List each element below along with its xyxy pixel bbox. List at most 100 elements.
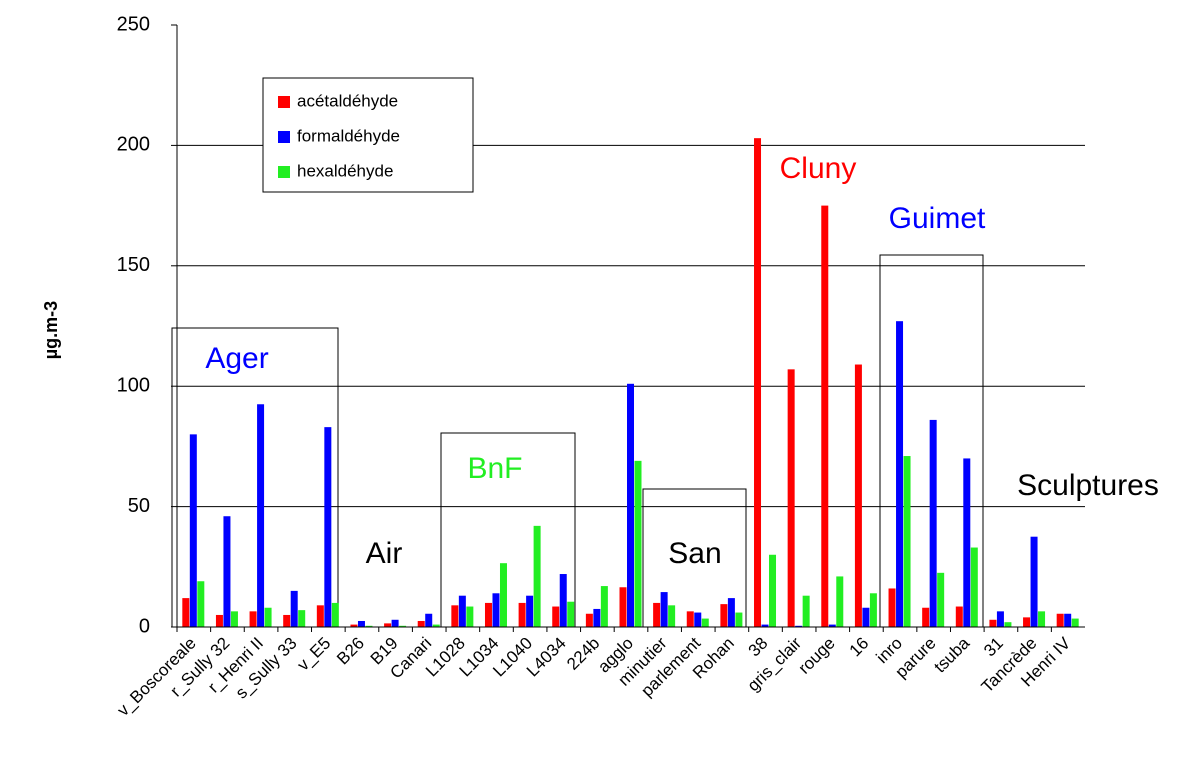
bar (888, 588, 896, 627)
bar (896, 321, 904, 627)
bar (1064, 613, 1072, 627)
bar (727, 598, 735, 627)
bar (970, 547, 978, 627)
bar (754, 138, 762, 627)
bar (828, 624, 836, 627)
bar (686, 611, 694, 627)
bar (854, 364, 862, 627)
bar (634, 460, 642, 627)
legend-box (262, 77, 474, 193)
bar (1023, 617, 1031, 627)
bar (593, 608, 601, 627)
annotation: Guimet (889, 202, 986, 235)
bar (391, 619, 399, 627)
bar (619, 587, 627, 627)
bar (290, 590, 298, 627)
bar (1004, 622, 1012, 627)
bar (518, 602, 526, 627)
legend-swatch (278, 96, 290, 108)
bar (298, 610, 306, 627)
bar (720, 604, 728, 627)
bar (350, 624, 358, 627)
bar (701, 618, 709, 627)
bar (331, 602, 339, 627)
bar (567, 601, 575, 627)
bar (787, 369, 795, 627)
x-tick-label: rouge (795, 634, 839, 678)
bar (197, 581, 205, 627)
y-tick-label: 250 (117, 13, 150, 35)
bar (223, 516, 231, 627)
bar (653, 602, 661, 627)
bar (761, 624, 769, 627)
annotation: Cluny (780, 152, 857, 185)
annotation-bg (1000, 470, 1184, 506)
bar (922, 607, 930, 627)
y-tick-label: 150 (117, 254, 150, 276)
bar (466, 606, 474, 627)
bar (526, 595, 534, 627)
bar (955, 606, 963, 627)
legend-label: hexaldéhyde (297, 161, 393, 180)
y-tick-label: 200 (117, 134, 150, 156)
x-tick-label: 224b (563, 634, 603, 674)
bar (257, 404, 265, 627)
bar (417, 620, 425, 627)
bar (963, 458, 971, 627)
annotation: San (668, 537, 721, 570)
bar (425, 613, 433, 627)
y-tick-label: 50 (128, 495, 150, 517)
bar (316, 605, 324, 627)
bar (264, 607, 272, 627)
y-axis-label: µg.m-3 (41, 301, 61, 359)
bar (559, 574, 567, 627)
y-tick-label: 100 (117, 374, 150, 396)
bar (182, 598, 190, 627)
bar (492, 593, 500, 627)
bar (862, 607, 870, 627)
bar (458, 595, 466, 627)
bar (399, 625, 407, 627)
bar (432, 624, 440, 627)
bar (357, 620, 365, 627)
x-tick-label: B26 (333, 634, 368, 669)
bar (283, 614, 291, 627)
y-tick-label: 0 (139, 615, 150, 637)
bar (249, 611, 257, 627)
x-tick-label: 16 (846, 634, 873, 661)
bar (694, 612, 702, 627)
bar (795, 625, 803, 627)
bar (230, 611, 238, 627)
bar (324, 427, 332, 627)
bar (836, 576, 844, 627)
bar (627, 383, 634, 627)
bar (499, 563, 507, 627)
x-tick-label: 31 (980, 634, 1007, 661)
bar (735, 612, 743, 627)
bar (1030, 536, 1038, 627)
annotation: Air (366, 537, 403, 570)
bar (365, 625, 373, 627)
bar (802, 595, 810, 627)
bar (1038, 611, 1046, 627)
bar (552, 606, 560, 627)
bar (189, 434, 197, 627)
bar (903, 456, 911, 627)
bar (1056, 613, 1064, 627)
bar (215, 614, 223, 627)
legend-label: acétaldéhyde (297, 91, 398, 110)
x-tick-label: v_E5 (293, 634, 334, 675)
annotation: Sculptures (1017, 469, 1159, 502)
legend-swatch (278, 166, 290, 178)
annotation: BnF (467, 452, 522, 485)
bar (660, 592, 668, 627)
bar (585, 613, 593, 627)
bar (451, 605, 459, 627)
x-tick-label: 38 (745, 634, 772, 661)
legend-swatch (278, 131, 290, 143)
bar (384, 623, 392, 627)
bar (821, 205, 829, 627)
annotation: Ager (205, 342, 268, 375)
x-tick-label: L4034 (523, 634, 570, 681)
